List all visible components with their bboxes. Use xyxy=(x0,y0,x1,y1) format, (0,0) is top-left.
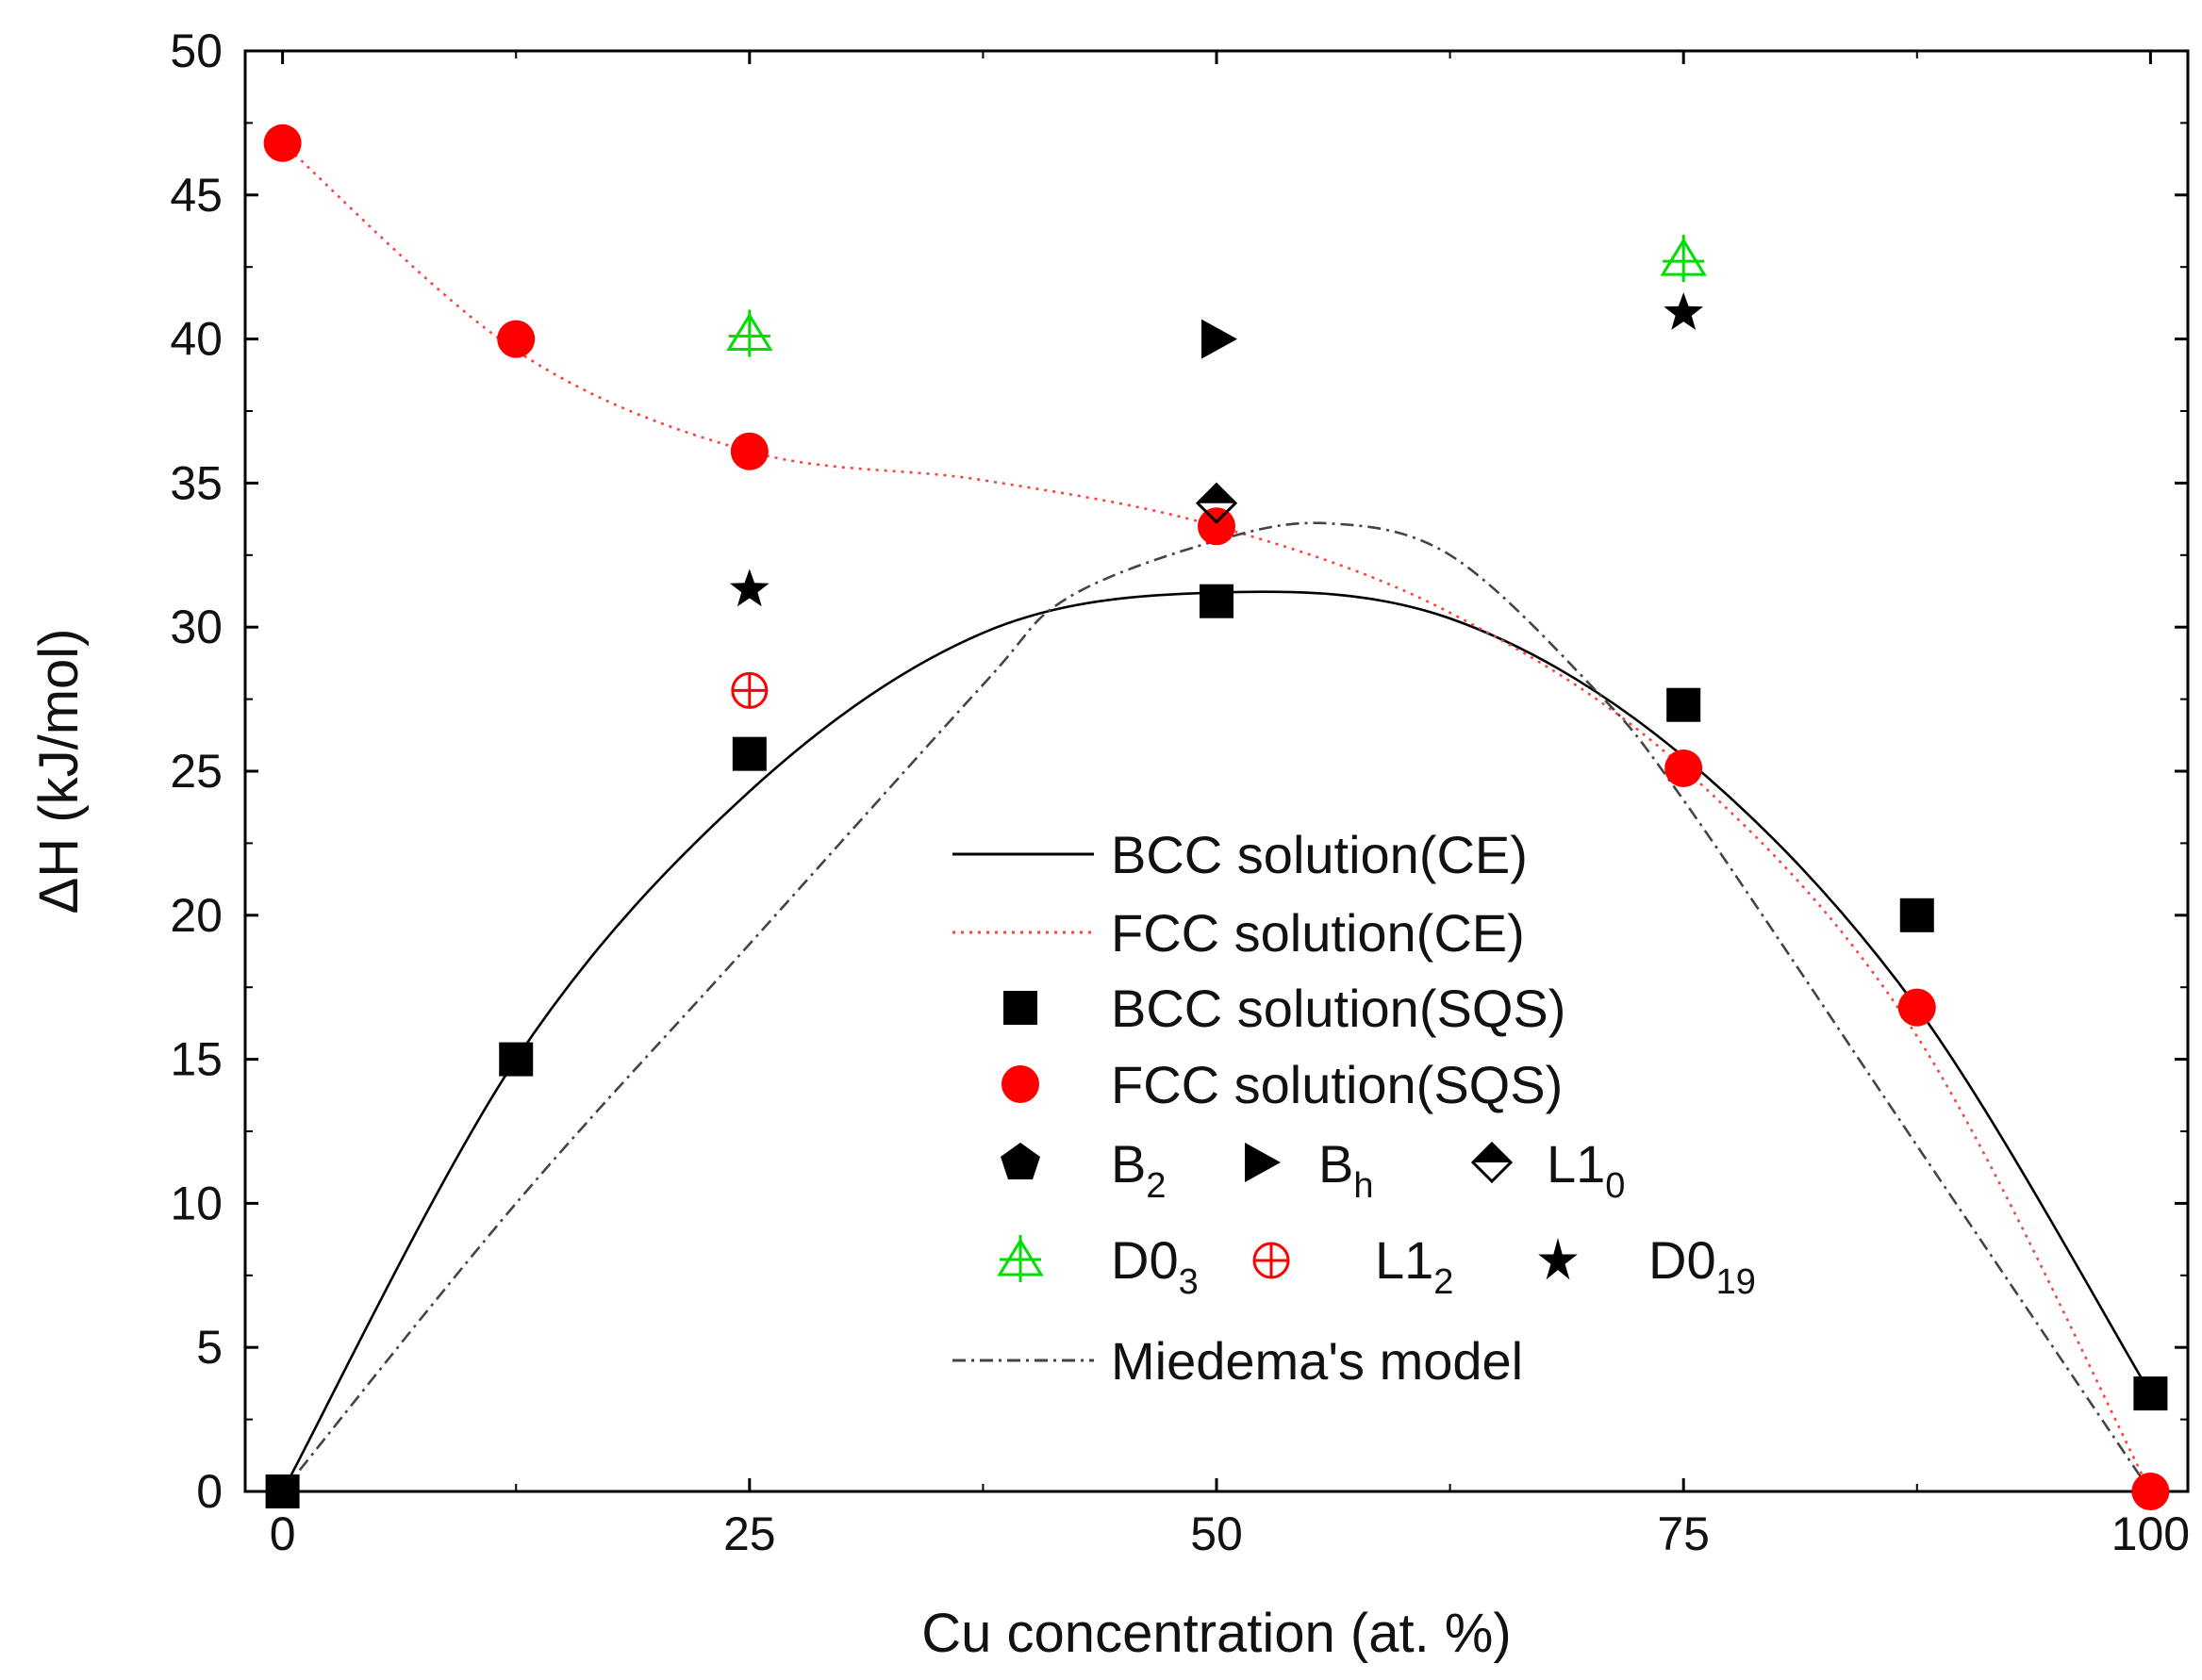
legend-marker-fcc-sqs xyxy=(1002,1065,1039,1103)
series-markers xyxy=(263,124,2170,1510)
legend-label-bh: Bh xyxy=(1318,1134,1374,1206)
axis-ticks: 0 25 50 75 100 0 5 10 15 20 25 30 35 40 45 50 xyxy=(170,25,2190,1560)
x-tick-label: 0 xyxy=(270,1507,296,1560)
y-tick-label: 10 xyxy=(170,1177,223,1229)
point-bcc-solution-sqs xyxy=(1666,687,1701,722)
y-tick-label: 50 xyxy=(170,25,223,77)
point-bcc-solution-sqs xyxy=(732,736,767,771)
legend-label-d019: D019 xyxy=(1648,1230,1756,1302)
legend: BCC solution(CE) FCC solution(CE) BCC so… xyxy=(952,825,1756,1391)
point-bcc-solution-sqs xyxy=(2133,1376,2168,1411)
point-bcc-solution-sqs xyxy=(499,1042,534,1077)
x-axis-title: Cu concentration (at. %) xyxy=(921,1603,1511,1664)
point-bcc-solution-sqs xyxy=(1200,584,1233,618)
legend-marker-d019 xyxy=(1538,1238,1578,1280)
point-bcc-solution-sqs xyxy=(1899,898,1934,932)
legend-marker-l10 xyxy=(1470,1141,1514,1184)
point-fcc-solution-sqs xyxy=(1897,988,1936,1027)
point-fcc-solution-sqs xyxy=(263,124,302,162)
y-tick-label: 0 xyxy=(196,1465,223,1518)
point-fcc-solution-sqs xyxy=(2131,1473,2170,1510)
y-tick-label: 20 xyxy=(170,889,223,942)
legend-marker-bh xyxy=(1245,1143,1281,1182)
y-tick-label: 25 xyxy=(170,745,223,798)
point-d03 xyxy=(726,309,773,357)
point-fcc-solution-sqs xyxy=(1664,749,1703,787)
x-tick-label: 100 xyxy=(2111,1507,2190,1560)
point-l12 xyxy=(731,671,769,709)
legend-marker-d03 xyxy=(997,1235,1044,1282)
x-tick-label: 25 xyxy=(723,1507,776,1560)
y-tick-label: 35 xyxy=(170,456,223,509)
x-tick-label: 50 xyxy=(1190,1507,1243,1560)
point-d03 xyxy=(1660,235,1707,283)
legend-label-miedema: Miedema's model xyxy=(1111,1331,1523,1391)
legend-label-bcc-ce: BCC solution(CE) xyxy=(1111,825,1528,884)
y-tick-label: 40 xyxy=(170,313,223,366)
legend-label-l12: L12 xyxy=(1375,1230,1453,1302)
point-fcc-solution-sqs xyxy=(1198,507,1235,546)
point-bcc-solution-sqs xyxy=(265,1474,300,1508)
y-tick-label: 5 xyxy=(196,1321,223,1374)
point-fcc-solution-sqs xyxy=(497,320,536,358)
legend-label-b2: B2 xyxy=(1111,1134,1167,1206)
legend-marker-bcc-sqs xyxy=(1003,991,1037,1025)
legend-marker-l12 xyxy=(1252,1242,1290,1279)
legend-label-fcc-sqs: FCC solution(SQS) xyxy=(1111,1055,1563,1114)
y-tick-label: 30 xyxy=(170,601,223,653)
y-tick-label: 15 xyxy=(170,1033,223,1086)
point-bh xyxy=(1201,319,1237,359)
legend-label-fcc-ce: FCC solution(CE) xyxy=(1111,903,1525,963)
y-axis-title: ΔH (kJ/mol) xyxy=(28,629,90,914)
legend-label-l10: L10 xyxy=(1547,1134,1625,1206)
point-d019 xyxy=(1664,292,1704,330)
point-d019 xyxy=(729,568,770,607)
legend-marker-b2 xyxy=(1001,1143,1040,1179)
y-tick-label: 45 xyxy=(170,169,223,222)
point-l10 xyxy=(1195,482,1238,524)
legend-label-bcc-sqs: BCC solution(SQS) xyxy=(1111,979,1565,1038)
legend-label-d03: D03 xyxy=(1111,1230,1199,1302)
x-tick-label: 75 xyxy=(1657,1507,1710,1560)
point-fcc-solution-sqs xyxy=(730,432,769,470)
legend-marker-l10-top xyxy=(1473,1144,1511,1162)
line-miedema-s-model xyxy=(281,521,2152,1492)
